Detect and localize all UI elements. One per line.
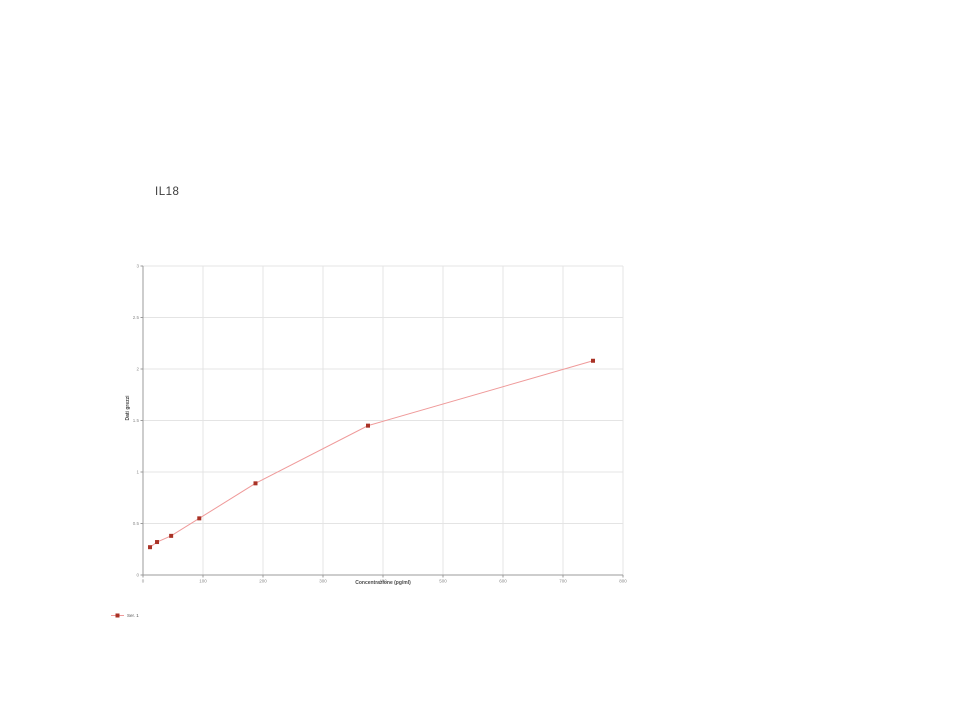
x-tick-label: 300 <box>319 579 327 584</box>
y-tick-label: 1 <box>136 470 139 475</box>
series-line <box>149 360 594 548</box>
data-point <box>253 481 258 486</box>
legend-point <box>115 613 120 618</box>
y-tick-label: 1.5 <box>133 418 140 423</box>
x-tick-label: 500 <box>439 579 447 584</box>
x-tick-label: 200 <box>259 579 267 584</box>
chart-area: 0 100 200 300 400 500 600 700 800 0 0.5 1 1.5 2 2.5 3 <box>110 250 640 595</box>
y-tick-label: 2 <box>136 367 139 372</box>
data-point <box>148 545 153 550</box>
legend: Ser. 1 <box>111 612 139 619</box>
data-point <box>169 533 174 538</box>
y-tick-label: 2.5 <box>133 315 140 320</box>
x-tick-label: 100 <box>199 579 207 584</box>
chart-svg: 0 100 200 300 400 500 600 700 800 0 0.5 1 1.5 2 2.5 3 <box>133 264 628 584</box>
data-point <box>366 423 370 428</box>
y-tick-label: 0 <box>136 573 139 578</box>
y-axis-title: Dati grezzi <box>125 395 131 421</box>
y-tick-label: 0.5 <box>133 521 140 526</box>
x-tick-label: 700 <box>559 579 567 584</box>
data-point <box>591 358 595 363</box>
y-tick-label: 3 <box>136 264 139 269</box>
x-tick-label: 600 <box>499 579 507 584</box>
legend-marker-icon <box>111 613 124 618</box>
x-tick-label: 0 <box>142 579 145 584</box>
chart-title: IL18 <box>155 186 180 198</box>
data-point <box>197 516 202 521</box>
legend-label: Ser. 1 <box>127 613 139 618</box>
x-tick-label: 400 <box>379 579 387 584</box>
x-tick-label: 800 <box>619 579 627 584</box>
x-axis-title: Concentrazione (pg/ml) <box>355 580 411 586</box>
data-point <box>155 540 160 545</box>
